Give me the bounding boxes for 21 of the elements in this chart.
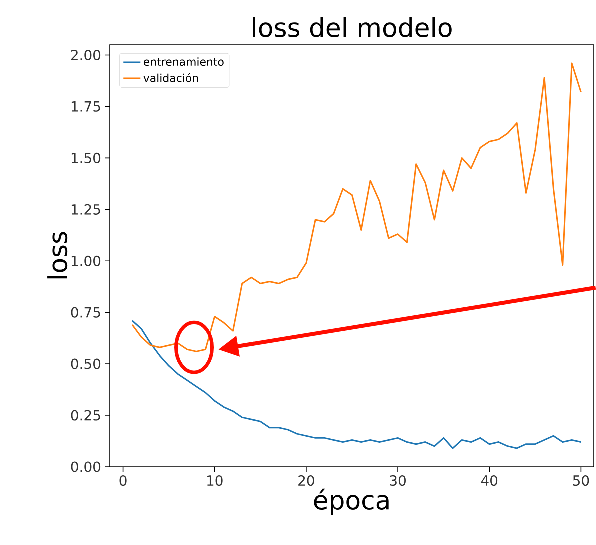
chart-title: loss del modelo: [253, 17, 452, 38]
x-axis-title: época: [314, 488, 389, 515]
y-tick-label: 0.75: [71, 307, 100, 318]
x-tick-label: 40: [481, 476, 498, 486]
x-tick-label: 20: [298, 476, 314, 486]
y-tick-label: 1.25: [72, 204, 100, 215]
y-tick-label: 1.50: [72, 152, 101, 164]
x-tick-label: 0: [120, 476, 127, 486]
y-tick-label: 0.00: [71, 462, 101, 472]
legend-label: validación: [144, 73, 198, 82]
y-tick-label: 0.50: [71, 358, 101, 370]
legend-label: entrenamiento: [144, 58, 224, 66]
y-tick-label: 2.00: [71, 50, 101, 61]
x-tick-label: 50: [573, 476, 590, 486]
x-tick-label: 10: [208, 476, 223, 486]
y-axis-title: loss: [48, 232, 68, 279]
line-series: [132, 320, 582, 450]
y-tick-label: 1.00: [72, 256, 101, 266]
y-tick-label: 1.75: [72, 102, 100, 112]
x-tick-label: 30: [390, 476, 406, 486]
y-tick-label: 0.25: [71, 410, 100, 421]
